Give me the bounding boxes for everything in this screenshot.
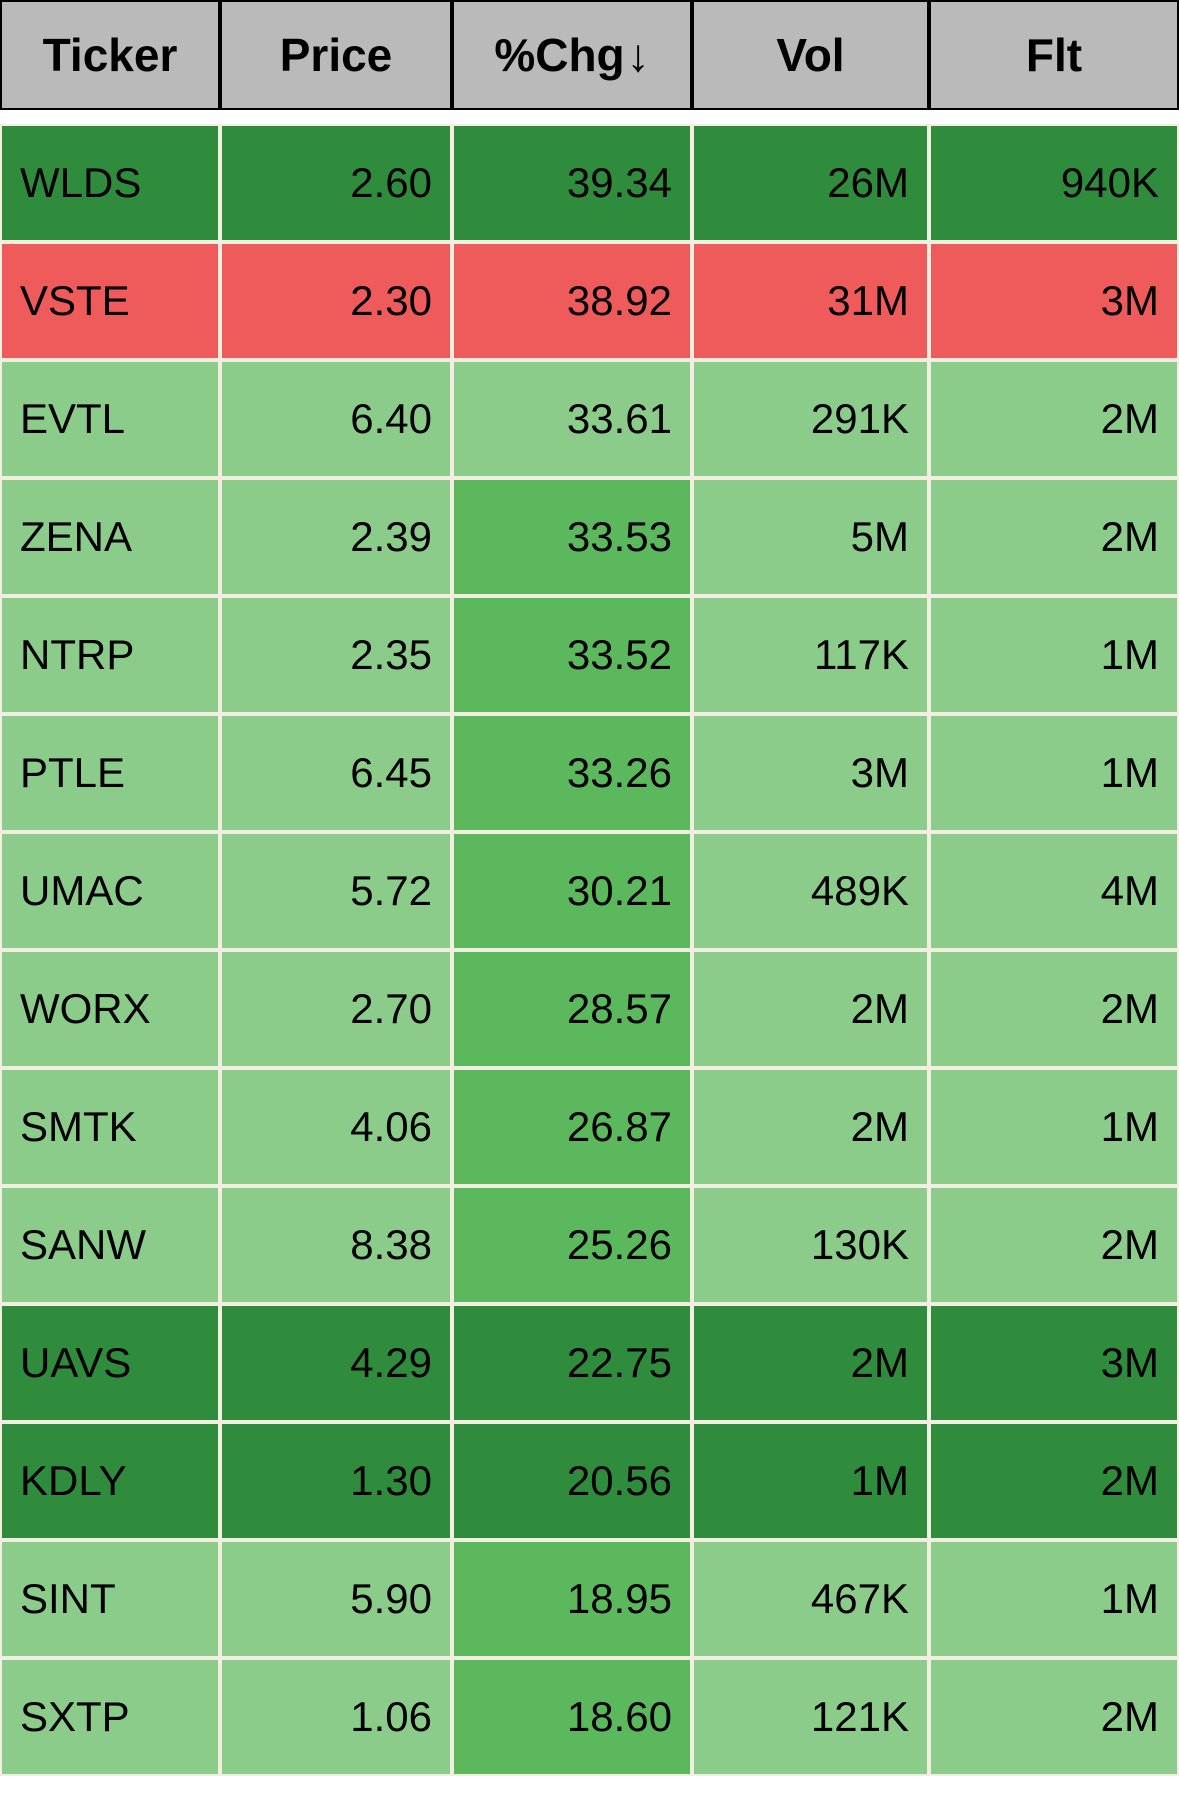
cell-price: 4.06: [220, 1068, 452, 1186]
cell-chg: 39.34: [452, 124, 692, 242]
cell-chg: 18.60: [452, 1658, 692, 1776]
column-header-ticker[interactable]: Ticker: [0, 0, 220, 110]
cell-price: 4.29: [220, 1304, 452, 1422]
table-row[interactable]: KDLY1.3020.561M2M: [0, 1422, 1179, 1540]
cell-vol: 3M: [692, 714, 929, 832]
cell-vol: 2M: [692, 950, 929, 1068]
column-header-label: Ticker: [43, 29, 178, 81]
cell-price: 2.60: [220, 124, 452, 242]
table-row[interactable]: UAVS4.2922.752M3M: [0, 1304, 1179, 1422]
cell-ticker: WORX: [0, 950, 220, 1068]
table-row[interactable]: SINT5.9018.95467K1M: [0, 1540, 1179, 1658]
column-header-price[interactable]: Price: [220, 0, 452, 110]
table-row[interactable]: SMTK4.0626.872M1M: [0, 1068, 1179, 1186]
cell-ticker: SINT: [0, 1540, 220, 1658]
cell-flt: 940K: [929, 124, 1179, 242]
cell-flt: 1M: [929, 596, 1179, 714]
column-header-vol[interactable]: Vol: [692, 0, 929, 110]
cell-vol: 5M: [692, 478, 929, 596]
table-row[interactable]: WORX2.7028.572M2M: [0, 950, 1179, 1068]
cell-ticker: NTRP: [0, 596, 220, 714]
cell-price: 1.06: [220, 1658, 452, 1776]
cell-flt: 2M: [929, 950, 1179, 1068]
cell-vol: 117K: [692, 596, 929, 714]
table-row[interactable]: ZENA2.3933.535M2M: [0, 478, 1179, 596]
cell-chg: 38.92: [452, 242, 692, 360]
column-header-label: Flt: [1026, 29, 1082, 81]
cell-price: 1.30: [220, 1422, 452, 1540]
cell-price: 2.70: [220, 950, 452, 1068]
table-row[interactable]: SANW8.3825.26130K2M: [0, 1186, 1179, 1304]
cell-vol: 467K: [692, 1540, 929, 1658]
column-header-label: Vol: [776, 29, 844, 81]
cell-price: 8.38: [220, 1186, 452, 1304]
cell-chg: 22.75: [452, 1304, 692, 1422]
cell-chg: 33.52: [452, 596, 692, 714]
cell-flt: 1M: [929, 1068, 1179, 1186]
cell-vol: 121K: [692, 1658, 929, 1776]
sort-descending-icon: ↓: [627, 28, 650, 82]
cell-ticker: ZENA: [0, 478, 220, 596]
table-row[interactable]: UMAC5.7230.21489K4M: [0, 832, 1179, 950]
column-header-chg[interactable]: %Chg↓: [452, 0, 692, 110]
table-row[interactable]: PTLE6.4533.263M1M: [0, 714, 1179, 832]
cell-flt: 2M: [929, 1186, 1179, 1304]
cell-flt: 2M: [929, 478, 1179, 596]
cell-vol: 1M: [692, 1422, 929, 1540]
cell-flt: 1M: [929, 1540, 1179, 1658]
cell-ticker: WLDS: [0, 124, 220, 242]
cell-ticker: EVTL: [0, 360, 220, 478]
cell-ticker: UMAC: [0, 832, 220, 950]
cell-vol: 31M: [692, 242, 929, 360]
cell-chg: 26.87: [452, 1068, 692, 1186]
cell-ticker: SXTP: [0, 1658, 220, 1776]
cell-price: 6.45: [220, 714, 452, 832]
table-row[interactable]: EVTL6.4033.61291K2M: [0, 360, 1179, 478]
cell-chg: 20.56: [452, 1422, 692, 1540]
cell-price: 2.35: [220, 596, 452, 714]
cell-vol: 2M: [692, 1304, 929, 1422]
cell-chg: 33.26: [452, 714, 692, 832]
table-row[interactable]: VSTE2.3038.9231M3M: [0, 242, 1179, 360]
column-header-label: Price: [280, 29, 393, 81]
cell-chg: 33.53: [452, 478, 692, 596]
stock-screener-table: Ticker Price %Chg↓ Vol Flt WLDS2.6039.3426M9…: [0, 0, 1179, 1776]
cell-flt: 2M: [929, 1422, 1179, 1540]
table-row[interactable]: WLDS2.6039.3426M940K: [0, 124, 1179, 242]
cell-chg: 30.21: [452, 832, 692, 950]
table-row[interactable]: NTRP2.3533.52117K1M: [0, 596, 1179, 714]
column-header-label: %Chg: [494, 29, 624, 81]
cell-ticker: UAVS: [0, 1304, 220, 1422]
cell-flt: 2M: [929, 1658, 1179, 1776]
cell-price: 6.40: [220, 360, 452, 478]
cell-price: 5.72: [220, 832, 452, 950]
cell-vol: 26M: [692, 124, 929, 242]
cell-chg: 33.61: [452, 360, 692, 478]
header-gap: [0, 110, 1179, 124]
cell-ticker: SANW: [0, 1186, 220, 1304]
cell-vol: 2M: [692, 1068, 929, 1186]
cell-flt: 3M: [929, 242, 1179, 360]
cell-price: 2.39: [220, 478, 452, 596]
cell-vol: 489K: [692, 832, 929, 950]
table-body: WLDS2.6039.3426M940KVSTE2.3038.9231M3MEV…: [0, 110, 1179, 1776]
table-row[interactable]: SXTP1.0618.60121K2M: [0, 1658, 1179, 1776]
cell-chg: 18.95: [452, 1540, 692, 1658]
cell-ticker: PTLE: [0, 714, 220, 832]
cell-flt: 4M: [929, 832, 1179, 950]
cell-price: 5.90: [220, 1540, 452, 1658]
cell-flt: 3M: [929, 1304, 1179, 1422]
column-header-flt[interactable]: Flt: [929, 0, 1179, 110]
cell-ticker: KDLY: [0, 1422, 220, 1540]
table-header: Ticker Price %Chg↓ Vol Flt: [0, 0, 1179, 110]
cell-chg: 25.26: [452, 1186, 692, 1304]
cell-chg: 28.57: [452, 950, 692, 1068]
cell-ticker: VSTE: [0, 242, 220, 360]
cell-flt: 2M: [929, 360, 1179, 478]
cell-flt: 1M: [929, 714, 1179, 832]
cell-vol: 130K: [692, 1186, 929, 1304]
cell-vol: 291K: [692, 360, 929, 478]
cell-ticker: SMTK: [0, 1068, 220, 1186]
cell-price: 2.30: [220, 242, 452, 360]
